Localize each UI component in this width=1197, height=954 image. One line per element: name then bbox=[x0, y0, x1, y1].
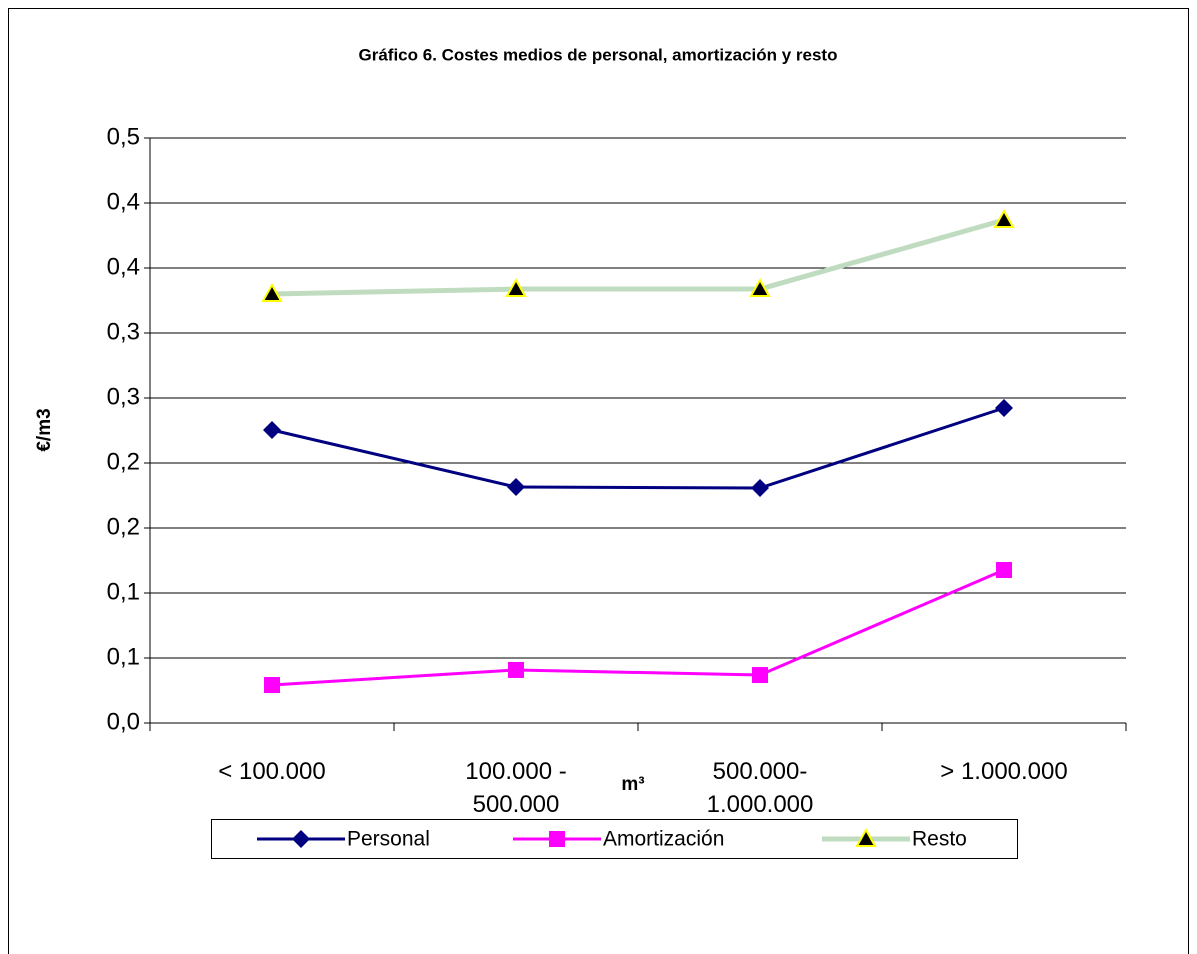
marker bbox=[996, 561, 1012, 578]
y-axis-title: €/m3 bbox=[34, 408, 55, 451]
y-tick-label: 0,3 bbox=[107, 383, 140, 410]
series-line bbox=[271, 406, 1005, 490]
marker bbox=[263, 420, 281, 439]
legend-label: Personal bbox=[347, 828, 430, 851]
y-tick-label: 0,2 bbox=[107, 513, 140, 540]
marker bbox=[507, 478, 525, 497]
legend-marker bbox=[549, 831, 565, 847]
y-tick-label: 0,4 bbox=[107, 253, 140, 280]
marker bbox=[751, 478, 769, 497]
legend-label: Resto bbox=[912, 828, 967, 851]
series-line bbox=[271, 568, 1005, 687]
marker bbox=[995, 399, 1013, 418]
marker bbox=[505, 278, 527, 298]
legend-label: Amortización bbox=[603, 828, 724, 851]
legend-marker bbox=[855, 827, 877, 847]
y-tick-label: 0,0 bbox=[107, 708, 140, 735]
chart-title: Gráfico 6. Costes medios de personal, am… bbox=[359, 45, 838, 64]
x-tick-label: < 100.000 bbox=[218, 758, 326, 785]
marker bbox=[508, 661, 524, 678]
marker bbox=[264, 677, 280, 694]
legend-marker bbox=[292, 830, 310, 848]
y-tick-label: 0,1 bbox=[107, 643, 140, 670]
y-tick-label: 0,2 bbox=[107, 448, 140, 475]
y-tick-label: 0,3 bbox=[107, 318, 140, 345]
marker bbox=[993, 208, 1015, 229]
marker bbox=[261, 282, 283, 302]
series-line bbox=[271, 217, 1005, 297]
x-tick-label: > 1.000.000 bbox=[940, 758, 1068, 785]
y-tick-label: 0,1 bbox=[107, 578, 140, 605]
y-tick-label: 0,5 bbox=[107, 123, 140, 150]
x-tick-label: 100.000 - 500.000 bbox=[465, 758, 567, 818]
x-axis-title: m³ bbox=[621, 774, 644, 795]
plot-area bbox=[150, 138, 1126, 723]
y-tick-label: 0,4 bbox=[107, 188, 140, 215]
marker bbox=[749, 278, 771, 298]
marker bbox=[752, 667, 768, 684]
x-tick-label: 500.000- 1.000.000 bbox=[706, 758, 814, 818]
